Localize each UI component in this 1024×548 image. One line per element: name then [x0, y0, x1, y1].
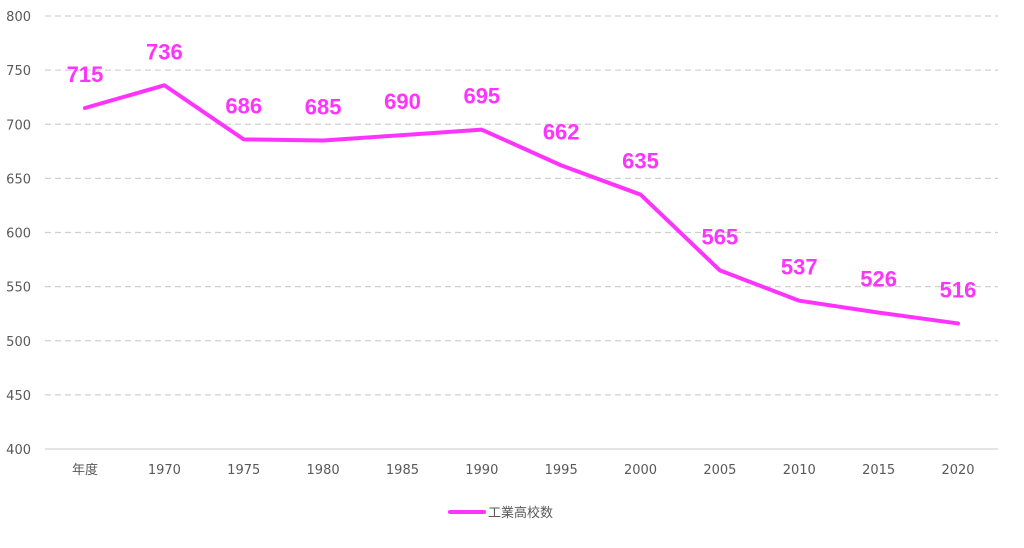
x-tick-label: 1980 [307, 463, 340, 478]
data-label: 516 [940, 277, 977, 302]
x-tick-label: 1990 [465, 463, 498, 478]
y-tick-label: 450 [6, 389, 31, 404]
data-labels: 715 736 686 685 690 695 662 635 565 537 526 516 [67, 39, 977, 302]
x-tick-label: 年度 [72, 462, 98, 478]
data-label: 565 [702, 224, 739, 249]
data-label: 635 [622, 149, 659, 174]
x-axis: 年度 1970 1975 1980 1985 1990 1995 2000 2005 2010 20… [72, 462, 975, 478]
y-axis: 400 450 500 550 600 650 700 750 800 [6, 10, 31, 458]
x-tick-label: 2010 [783, 463, 816, 478]
data-label: 736 [146, 39, 183, 64]
data-label: 686 [225, 93, 262, 118]
x-tick-label: 2000 [624, 463, 657, 478]
y-tick-label: 800 [6, 10, 31, 25]
x-tick-label: 2015 [862, 463, 895, 478]
x-tick-label: 1970 [148, 463, 181, 478]
x-tick-label: 2020 [941, 463, 974, 478]
x-tick-label: 1995 [545, 463, 578, 478]
x-tick-label: 1975 [227, 463, 260, 478]
data-label: 685 [305, 94, 342, 119]
data-label: 662 [543, 119, 580, 144]
y-tick-label: 400 [6, 443, 31, 458]
series-line [83, 83, 960, 326]
legend: 工業高校数 [448, 505, 553, 521]
data-label: 695 [463, 84, 500, 109]
data-label: 690 [384, 89, 421, 114]
data-label: 537 [781, 255, 818, 280]
y-tick-label: 650 [6, 172, 31, 187]
y-tick-label: 550 [6, 281, 31, 296]
series-layer [83, 83, 960, 326]
x-tick-label: 2005 [703, 463, 736, 478]
y-tick-label: 600 [6, 227, 31, 242]
legend-label: 工業高校数 [488, 505, 553, 521]
y-tick-label: 700 [6, 118, 31, 133]
x-tick-label: 1985 [386, 463, 419, 478]
gridlines [45, 15, 998, 450]
data-label: 715 [67, 62, 104, 87]
y-tick-label: 500 [6, 335, 31, 350]
data-label: 526 [860, 267, 897, 292]
y-tick-label: 750 [6, 64, 31, 79]
